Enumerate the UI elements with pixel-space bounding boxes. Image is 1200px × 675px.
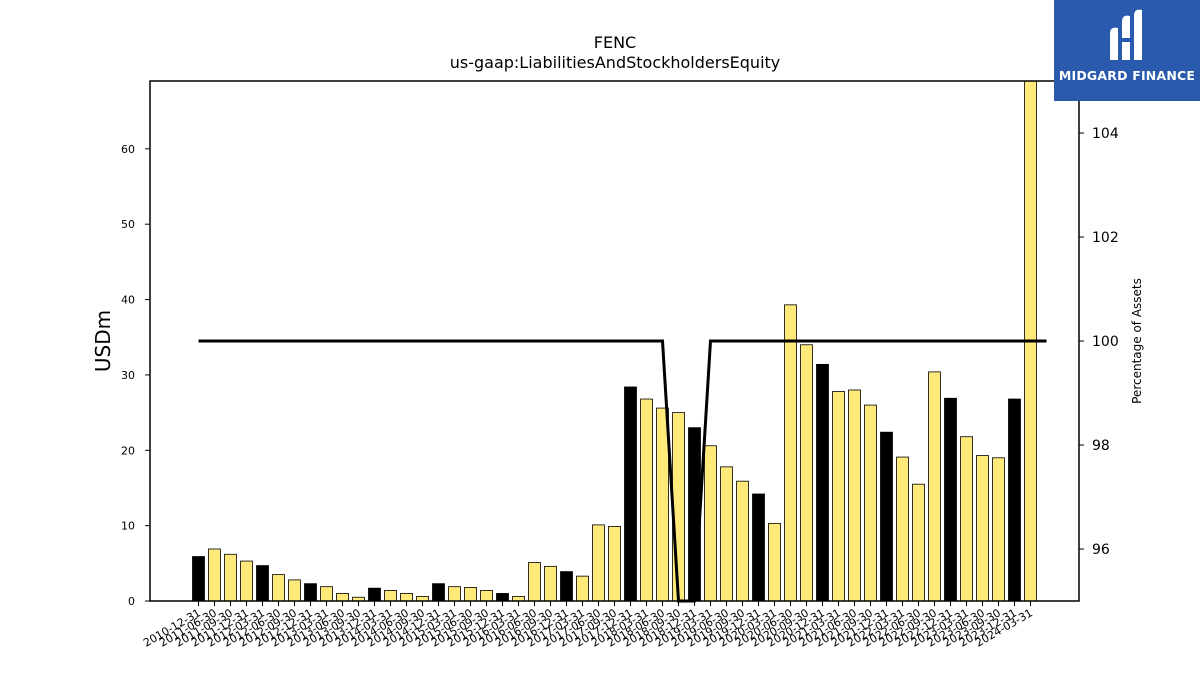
- bar: [912, 483, 925, 602]
- bar: [240, 560, 253, 602]
- brand-logo-text: MIDGARD FINANCE: [1058, 68, 1196, 83]
- bar: [448, 586, 461, 602]
- bar: [480, 590, 493, 602]
- bar: [224, 553, 237, 602]
- chart-title: FENC: [594, 33, 636, 52]
- bar: [992, 457, 1005, 602]
- bar: [896, 456, 909, 602]
- y2-axis-label: Percentage of Assets: [1130, 278, 1144, 404]
- bar: [848, 389, 861, 602]
- ratio-line: [198, 339, 1047, 603]
- bar: [400, 593, 413, 602]
- bar: [880, 431, 893, 602]
- y-tick-label: 20: [121, 444, 135, 457]
- y-tick-label: 40: [121, 294, 135, 307]
- y2-tick-label: 102: [1092, 230, 1119, 246]
- bar: [272, 574, 285, 602]
- bar: [608, 525, 621, 602]
- bar: [304, 583, 317, 602]
- bar: [800, 344, 813, 602]
- bar: [208, 548, 221, 602]
- y-axis: 0 10 20 30 40 50 60: [121, 143, 150, 608]
- midgard-logo-icon: [1110, 9, 1142, 61]
- y2-tick-label: 98: [1092, 438, 1110, 454]
- bar: [592, 524, 605, 602]
- bar: [768, 522, 781, 602]
- bar: [720, 466, 733, 602]
- bar: [576, 575, 589, 602]
- chart-subtitle: us-gaap:LiabilitiesAndStockholdersEquity: [450, 53, 781, 72]
- bar: [368, 587, 381, 602]
- y2-axis: 96 98 100 102 104: [1079, 126, 1119, 558]
- bar: [496, 593, 509, 602]
- bar: [752, 493, 765, 602]
- x-axis: 2010-12-312011-06-302011-09-302011-12-31…: [141, 601, 1035, 650]
- y-tick-label: 50: [121, 218, 135, 231]
- y2-tick-label: 100: [1092, 334, 1119, 350]
- bar: [464, 587, 477, 602]
- y-axis-label: USDm: [91, 310, 115, 372]
- bar: [864, 404, 877, 602]
- bar: [944, 397, 957, 602]
- y2-tick-label: 96: [1092, 542, 1110, 558]
- bar: [560, 571, 573, 602]
- bar: [672, 412, 685, 602]
- bar: [736, 480, 749, 602]
- bar: [928, 371, 941, 602]
- bar: [336, 593, 349, 602]
- bar: [192, 556, 205, 602]
- y2-tick-label: 104: [1092, 126, 1119, 142]
- bars-group: [192, 80, 1037, 602]
- y-tick-label: 60: [121, 143, 135, 156]
- bar: [784, 304, 797, 602]
- bar: [256, 565, 269, 602]
- bar: [704, 445, 717, 602]
- y-tick-label: 0: [128, 595, 135, 608]
- bar: [544, 565, 557, 602]
- y-tick-label: 30: [121, 369, 135, 382]
- brand-logo: MIDGARD FINANCE: [1054, 0, 1200, 101]
- bar: [1008, 398, 1021, 602]
- bar: [384, 590, 397, 602]
- y-tick-label: 10: [121, 520, 135, 533]
- bar: [656, 407, 669, 602]
- bar: [320, 586, 333, 602]
- bar: [432, 583, 445, 602]
- bar: [288, 579, 301, 602]
- bar: [624, 386, 637, 602]
- bar: [960, 436, 973, 602]
- bar: [816, 363, 829, 602]
- ratio-line-group: [198, 339, 1047, 603]
- bar: [640, 398, 653, 602]
- bar: [976, 455, 989, 602]
- bar: [832, 391, 845, 602]
- bar: [528, 562, 541, 602]
